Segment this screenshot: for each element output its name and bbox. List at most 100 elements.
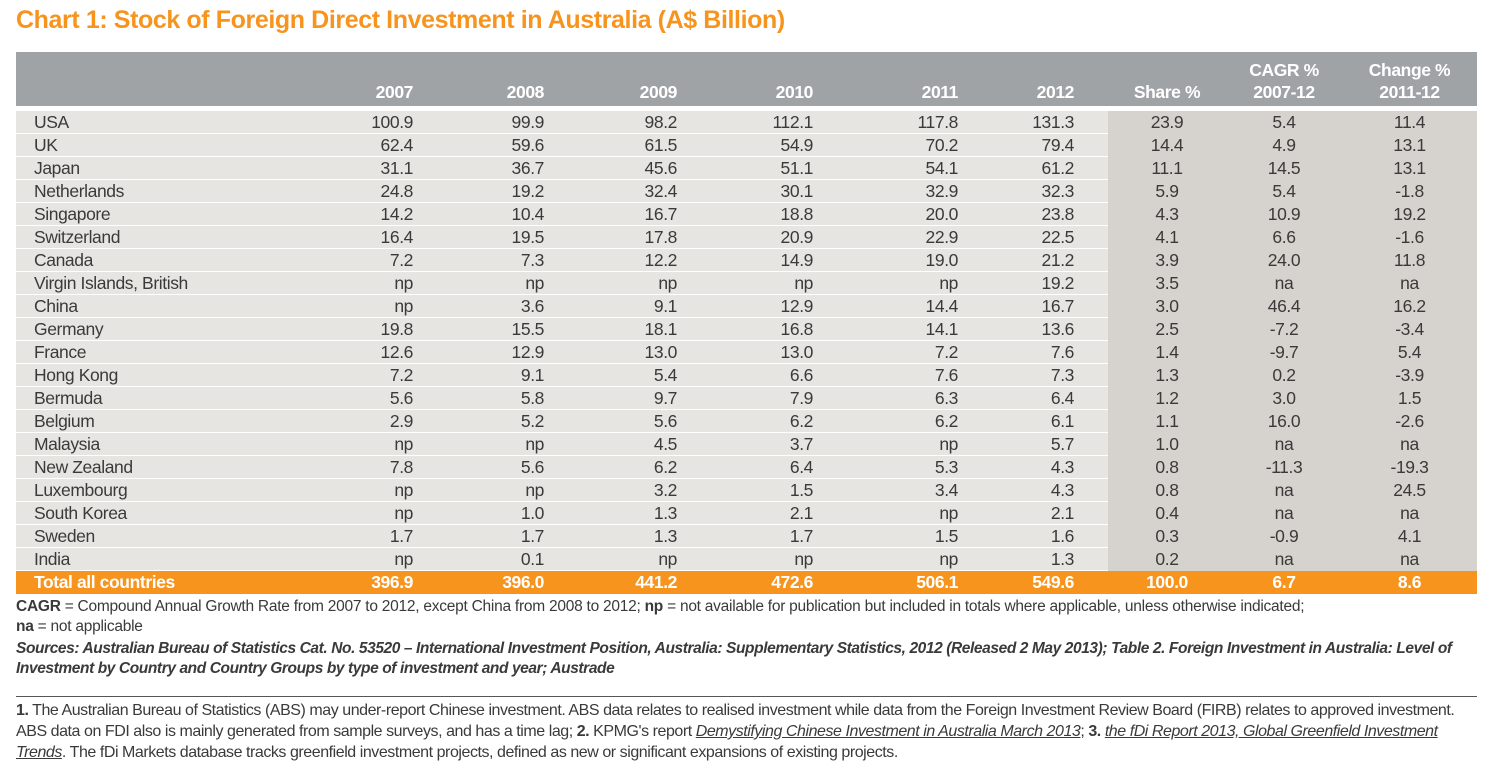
table-cell: 5.4 (1226, 111, 1342, 134)
table-row: Virgin Islands, British np np np np np 19.2 3.5… (16, 272, 1477, 295)
table-cell: 1.5 (934, 526, 959, 546)
table-cell: 9.7 (653, 388, 678, 408)
table-cell: 5.6 (389, 388, 414, 408)
footnote-sep: ; (1080, 723, 1089, 740)
kpmg-report-link[interactable]: Demystifying Chinese Investment in Austr… (695, 723, 1081, 740)
table-cell: 1.2 (1108, 387, 1226, 410)
column-header: Share % (1108, 59, 1226, 106)
table-cell: 15.5 (511, 319, 545, 339)
fdi-table: 2007 2008 2009 2010 2011 2012 Share % CAG… (16, 52, 1477, 594)
table-cell: 54.9 (780, 135, 814, 155)
column-header-line: Share % (1133, 82, 1201, 102)
table-cell: 5.6 (520, 457, 545, 477)
table-cell: 11.4 (1342, 111, 1477, 134)
table-row: USA 100.9 99.9 98.2 112.1 117.8 131.3 23.9 5.4 11… (16, 111, 1477, 134)
table-cell: 16.8 (780, 319, 814, 339)
table-cell: 14.5 (1226, 157, 1342, 180)
footnote-text-2: KPMG's report (589, 723, 696, 740)
table-cell: 1.7 (520, 526, 545, 546)
table-cell: np (658, 273, 677, 293)
table-cell: 11.8 (1342, 249, 1477, 272)
table-cell: 0.8 (1108, 479, 1226, 502)
spacer (1074, 157, 1108, 180)
table-cell: 7.6 (934, 365, 959, 385)
table-cell: 16.7 (1041, 296, 1075, 316)
table-row: China np 3.6 9.1 12.9 14.4 16.7 3.0 46.4 16.2 (16, 295, 1477, 318)
table-row: South Korea np 1.0 1.3 2.1 np 2.1 0.4 na na (16, 502, 1477, 525)
table-cell: 506.1 (916, 572, 958, 592)
column-header-line: 2008 (506, 82, 545, 102)
table-cell: np (394, 503, 413, 523)
table-cell: np (939, 273, 958, 293)
table-cell: 13.0 (780, 342, 814, 362)
table-cell: np (658, 549, 677, 569)
table-cell: 16.2 (1342, 295, 1477, 318)
na-label: na (16, 618, 34, 635)
table-cell: 1.6 (1050, 526, 1075, 546)
column-header-line: 2011 (921, 82, 959, 102)
table-cell: 0.4 (1108, 502, 1226, 525)
table-cell: na (1226, 433, 1342, 456)
column-header-line (1108, 59, 1226, 81)
column-header-line: 2010 (775, 82, 814, 102)
column-header-line: 2012 (1036, 82, 1075, 102)
table-cell: 1.4 (1108, 341, 1226, 364)
table-cell: 22.5 (1041, 227, 1075, 247)
column-header-line (250, 59, 413, 81)
table-cell: 13.1 (1342, 134, 1477, 157)
table-cell: 100.0 (1108, 571, 1226, 594)
table-cell: 1.1 (1108, 410, 1226, 433)
table-cell: 61.5 (644, 135, 678, 155)
table-cell: 5.2 (520, 411, 545, 431)
table-cell: 13.0 (644, 342, 678, 362)
abbreviation-notes: CAGR = Compound Annual Growth Rate from … (16, 597, 1486, 637)
table-cell: na (1226, 502, 1342, 525)
table-cell: 20.0 (925, 204, 959, 224)
table-cell: 36.7 (511, 158, 545, 178)
table-cell: 6.2 (934, 411, 959, 431)
table-cell: 396.0 (502, 572, 544, 592)
column-header-line: 2009 (639, 82, 678, 102)
table-cell: 14.9 (780, 250, 814, 270)
table-cell: 0.3 (1108, 525, 1226, 548)
spacer (1074, 295, 1108, 318)
column-header-line (34, 81, 250, 103)
fdi-report-link[interactable]: the fDi Report 2013, Global Greenfield I… (16, 723, 1438, 761)
table-cell: 2.9 (389, 411, 414, 431)
table-cell: 10.9 (1226, 203, 1342, 226)
table-cell: 4.5 (653, 434, 678, 454)
country-name: Bermuda (34, 388, 103, 408)
column-header-line (34, 59, 250, 81)
table-cell: 1.0 (1108, 433, 1226, 456)
footnote-number-1: 1. (16, 702, 29, 719)
table-row: Japan 31.1 36.7 45.6 51.1 54.1 61.2 11.1 14.5 13.… (16, 157, 1477, 180)
table-cell: na (1226, 479, 1342, 502)
country-name: India (34, 549, 70, 569)
table-cell: 12.2 (644, 250, 678, 270)
table-cell: np (394, 296, 413, 316)
table-cell: 5.3 (934, 457, 959, 477)
table-cell: na (1342, 433, 1477, 456)
table-cell: 5.8 (520, 388, 545, 408)
column-header: 2008 (413, 59, 545, 106)
table-row: New Zealand 7.8 5.6 6.2 6.4 5.3 4.3 0.8 -11.3 -19… (16, 456, 1477, 479)
column-header-line (677, 59, 813, 81)
table-cell: 30.1 (780, 181, 814, 201)
country-name: Singapore (34, 204, 111, 224)
table-row: UK 62.4 59.6 61.5 54.9 70.2 79.4 14.4 4.9 13.1 (16, 134, 1477, 157)
table-cell: 24.5 (1342, 479, 1477, 502)
table-cell: 61.2 (1041, 158, 1075, 178)
country-name: UK (34, 135, 58, 155)
table-cell: 5.4 (1226, 180, 1342, 203)
table-cell: 1.3 (653, 526, 678, 546)
table-cell: 5.9 (1108, 180, 1226, 203)
table-cell: 5.7 (1050, 434, 1075, 454)
country-name: Switzerland (34, 227, 121, 247)
cagr-text: = Compound Annual Growth Rate from 2007 … (60, 598, 645, 615)
spacer (1074, 341, 1108, 364)
table-row: Switzerland 16.4 19.5 17.8 20.9 22.9 22.5 4.1 6.… (16, 226, 1477, 249)
table-cell: np (794, 273, 813, 293)
table-cell: 8.6 (1342, 571, 1477, 594)
table-cell: -3.4 (1342, 318, 1477, 341)
table-cell: 4.9 (1226, 134, 1342, 157)
